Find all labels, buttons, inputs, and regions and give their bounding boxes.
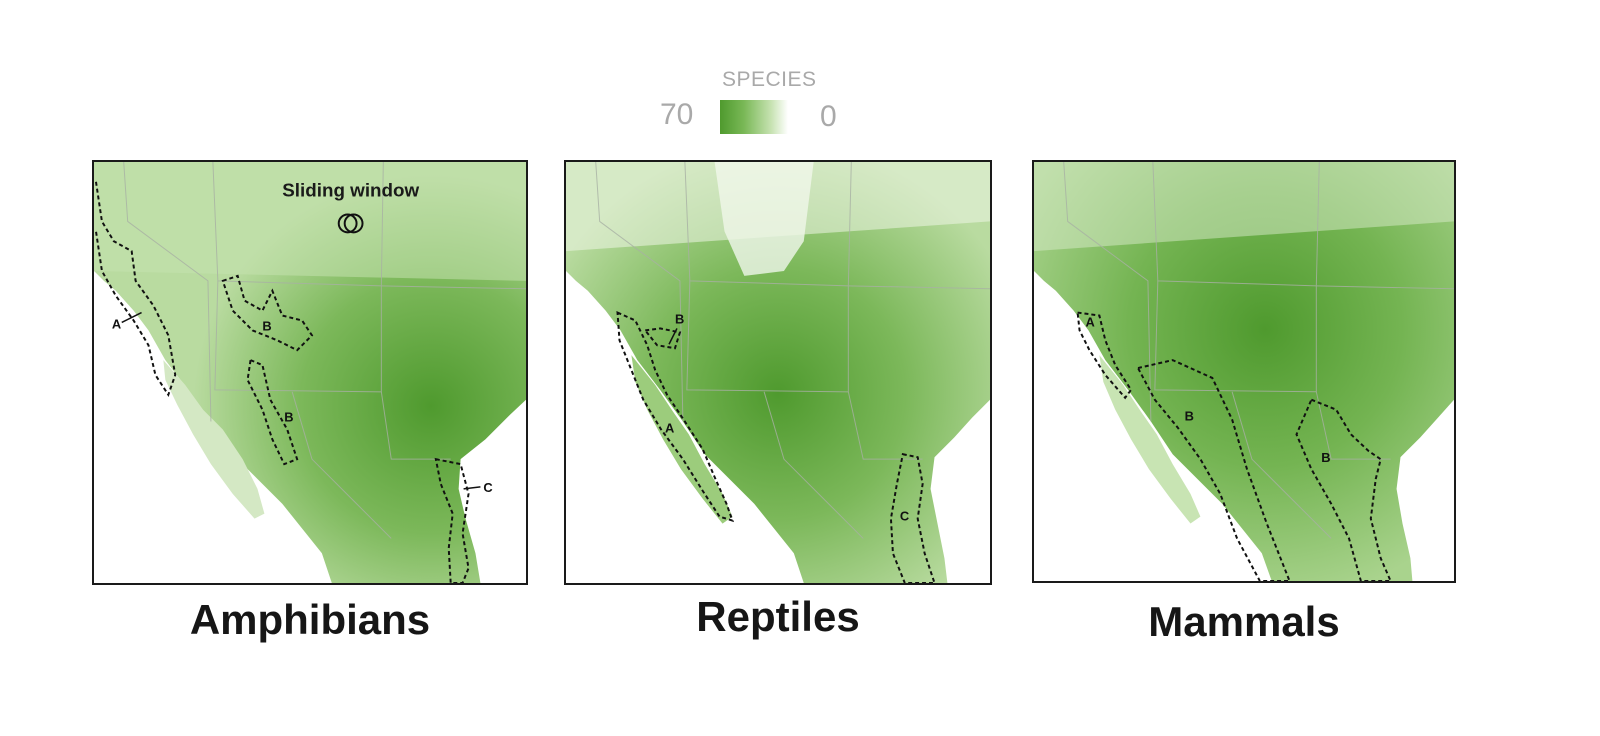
baja-peninsula [631,355,733,524]
sliding-window-marker [337,213,364,234]
land-mass [1034,162,1454,581]
sliding-window-label: Sliding window [282,180,419,201]
zone-label-a: A [112,316,121,331]
legend-min-label: 0 [820,100,837,133]
amphibians-map: Sliding window A B B C [92,160,528,585]
reptiles-caption: Reptiles [696,593,860,640]
baja-peninsula [163,360,265,519]
zone-label-b: B [262,318,271,333]
reptiles-map: A B C [564,160,992,585]
species-legend: SPECIES 70 0 [660,64,860,144]
mammals-caption: Mammals [1148,598,1340,645]
zone-label-c: C [483,480,492,495]
zone-label-c: C [900,509,909,524]
zone-label-b-prime: B [284,410,293,425]
zone-label-a: A [1086,314,1095,329]
mammals-map: A B B [1032,160,1456,583]
legend-title: SPECIES [722,68,817,91]
amphibians-caption: Amphibians [189,596,431,643]
zone-label-a: A [665,420,674,435]
zone-label-b-east: B [1321,450,1330,465]
land-mass [566,162,990,583]
legend-color-ramp [720,100,788,134]
zone-label-b: B [1185,409,1194,424]
zone-label-b: B [675,311,684,326]
legend-max-label: 70 [660,98,694,131]
